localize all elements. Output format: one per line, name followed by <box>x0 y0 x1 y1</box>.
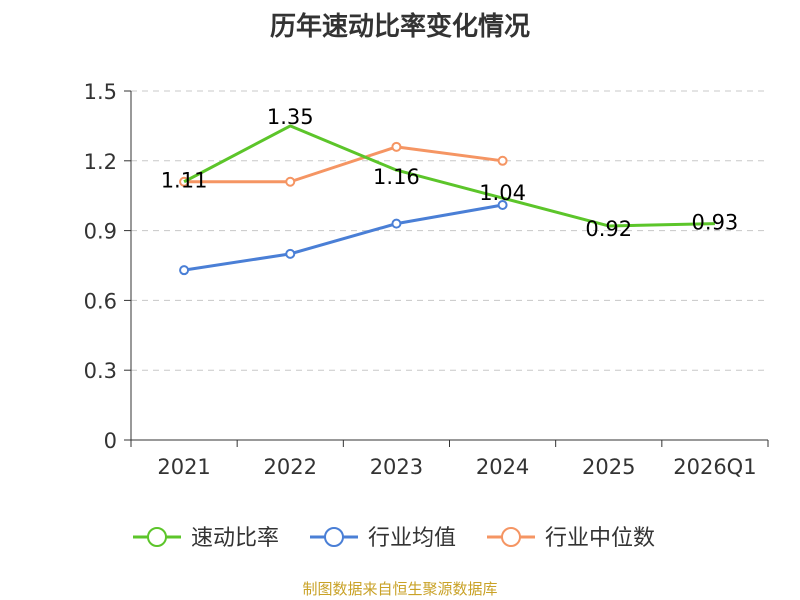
y-tick-label: 1.2 <box>84 150 117 174</box>
source-note: 制图数据来自恒生聚源数据库 <box>302 580 498 598</box>
legend-marker <box>147 527 167 547</box>
legend-label: 速动比率 <box>191 526 279 551</box>
x-tick-label: 2023 <box>370 455 423 479</box>
x-tick-label: 2021 <box>157 455 210 479</box>
x-tick-label: 2022 <box>264 455 317 479</box>
y-tick-label: 0.3 <box>84 359 117 383</box>
legend-label: 行业均值 <box>368 526 456 551</box>
data-label: 0.93 <box>692 211 739 235</box>
data-label: 1.04 <box>479 181 526 205</box>
legend-marker <box>501 527 521 547</box>
series-point-3 <box>497 155 508 166</box>
x-tick-label: 2026Q1 <box>673 455 756 479</box>
legend-marker <box>324 527 344 547</box>
x-tick-label: 2024 <box>476 455 529 479</box>
data-label: 1.16 <box>373 165 420 189</box>
y-tick-label: 0 <box>104 429 117 453</box>
y-tick-label: 0.9 <box>84 220 117 244</box>
y-tick-label: 0.6 <box>84 289 117 313</box>
series-line-2 <box>183 203 503 272</box>
y-tick-label: 1.5 <box>84 80 117 104</box>
series-line-1 <box>183 124 715 228</box>
series-point-2 <box>391 218 402 229</box>
series-point-2 <box>179 265 190 276</box>
data-label: 0.92 <box>585 217 632 241</box>
data-label: 1.11 <box>161 169 208 193</box>
legend-label: 行业中位数 <box>545 526 655 551</box>
series-line-3 <box>184 145 503 184</box>
series-point-3 <box>391 141 402 152</box>
x-tick-label: 2025 <box>582 455 635 479</box>
data-label: 1.35 <box>267 105 314 129</box>
series-point-2 <box>285 248 296 259</box>
series-point-2 <box>497 200 508 211</box>
chart-title: 历年速动比率变化情况 <box>269 12 530 42</box>
series-point-3 <box>285 176 296 187</box>
